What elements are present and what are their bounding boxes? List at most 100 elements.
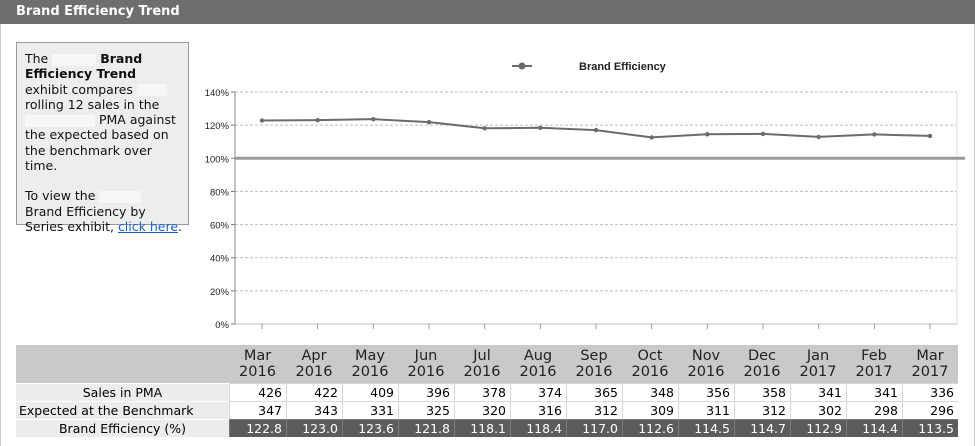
table-cell: 123.0 [286, 419, 342, 437]
y-tick-label: 120% [205, 121, 230, 132]
year-label: 2017 [799, 364, 837, 380]
month-label: Jul [473, 348, 491, 364]
y-tick-label: 40% [210, 254, 230, 265]
year-label: 2017 [855, 364, 893, 380]
info-box: The Brand Efficiency Trend exhibit compa… [16, 42, 189, 234]
data-point [649, 135, 654, 140]
row-label: Expected at the Benchmark [16, 401, 229, 419]
table-cell: 309 [622, 401, 678, 419]
table-cell: 336 [902, 383, 958, 401]
chart-legend: Brand Efficiency [512, 61, 667, 73]
table-cell: 118.4 [510, 419, 566, 437]
month-label: May [355, 348, 385, 364]
data-point [705, 132, 710, 137]
month-label: Jun [414, 348, 438, 364]
table-cell: 112.9 [790, 419, 846, 437]
month-header: Jan 2017 [790, 345, 846, 383]
data-point [482, 126, 487, 131]
month-label: Mar [243, 348, 272, 364]
table-cell: 426 [229, 383, 286, 401]
table-cell: 311 [678, 401, 734, 419]
data-point [593, 127, 599, 133]
info-paragraph-2: To view the Brand Efficiency by Series e… [25, 188, 182, 234]
data-point [259, 118, 265, 123]
y-tick-label: 60% [210, 221, 230, 232]
table-cell: 325 [398, 401, 454, 419]
month-header: Mar 2017 [902, 345, 958, 383]
data-point [371, 116, 376, 122]
table-cell: 117.0 [566, 419, 622, 437]
redacted-block [25, 114, 95, 127]
table-cell: 302 [790, 401, 846, 419]
year-label: 2016 [519, 364, 557, 380]
month-label: Dec [747, 348, 777, 364]
section-title: Brand Efficiency Trend [0, 0, 975, 24]
month-header: Jun 2016 [398, 345, 454, 383]
table-cell: 296 [902, 401, 958, 419]
table-cell: 316 [510, 401, 566, 419]
data-point [760, 131, 766, 137]
month-header: Mar 2016 [229, 345, 286, 383]
table-cell: 122.8 [229, 419, 286, 437]
legend-label: Brand Efficiency [579, 61, 667, 73]
table-cell: 320 [454, 401, 510, 419]
table-row: Sales in PMA 426 422 409 396 378 374 365 348 356 3… [16, 383, 958, 401]
table-cell: 113.5 [902, 419, 958, 437]
data-point [927, 133, 933, 139]
table-cell: 365 [566, 383, 622, 401]
info-paragraph-1: The Brand Efficiency Trend exhibit compa… [25, 51, 182, 173]
month-label: Jan [806, 348, 830, 364]
table-cell: 347 [229, 401, 286, 419]
month-header: Sep 2016 [566, 345, 622, 383]
table-cell: 343 [286, 401, 342, 419]
month-label: Sep [580, 348, 608, 364]
month-header: May 2016 [342, 345, 398, 383]
info-text-period: . [178, 218, 182, 234]
table-cell: 409 [342, 383, 398, 401]
table-row: Brand Efficiency (%) 122.8 123.0 123.6 121.8… [16, 419, 958, 437]
year-label: 2016 [575, 364, 613, 380]
year-label: 2016 [295, 364, 333, 380]
chart-grid [231, 91, 965, 325]
table-cell: 114.4 [846, 419, 902, 437]
row-label: Sales in PMA [16, 383, 229, 401]
table-cell: 356 [678, 383, 734, 401]
y-tick-label: 100% [205, 154, 230, 165]
table-cell: 422 [286, 383, 342, 401]
redacted-block [99, 190, 142, 203]
line-chart: Brand Efficiency 0% 20% 40% 60% 80% 100% 120% 1… [205, 61, 965, 331]
table-cell: 358 [734, 383, 790, 401]
table-cell: 341 [846, 383, 902, 401]
y-tick-label: 140% [205, 88, 230, 99]
redacted-block [136, 84, 167, 97]
data-point [816, 134, 821, 140]
month-label: Oct [637, 348, 663, 364]
table-cell: 114.5 [678, 419, 734, 437]
y-tick-label: 0% [215, 320, 229, 331]
y-tick-label: 20% [210, 287, 230, 298]
data-point [872, 132, 877, 137]
table-corner-cell [16, 345, 229, 383]
click-here-link[interactable]: click here [117, 218, 179, 234]
table-cell: 341 [790, 383, 846, 401]
table-cell: 312 [734, 401, 790, 419]
year-label: 2016 [407, 364, 445, 380]
info-text-to-view: To view the [25, 188, 96, 204]
year-label: 2016 [687, 364, 725, 380]
year-label: 2016 [631, 364, 669, 380]
table-cell: 312 [566, 401, 622, 419]
year-label: 2016 [463, 364, 501, 380]
year-label: 2017 [911, 364, 949, 380]
month-header: Apr 2016 [286, 345, 342, 383]
table-cell: 118.1 [454, 419, 510, 437]
month-label: Feb [861, 348, 887, 364]
month-header: Dec 2016 [734, 345, 790, 383]
table-header-row: Mar 2016 Apr 2016 May 2016 Jun 2016 Jul 2016 Aug 20… [16, 345, 958, 383]
month-label: Nov [691, 348, 721, 364]
series-brand-efficiency [259, 116, 933, 140]
info-text-the: The [25, 51, 49, 66]
month-header: Oct 2016 [622, 345, 678, 383]
table-cell: 121.8 [398, 419, 454, 437]
month-header: Jul 2016 [454, 345, 510, 383]
month-label: Apr [301, 348, 327, 364]
